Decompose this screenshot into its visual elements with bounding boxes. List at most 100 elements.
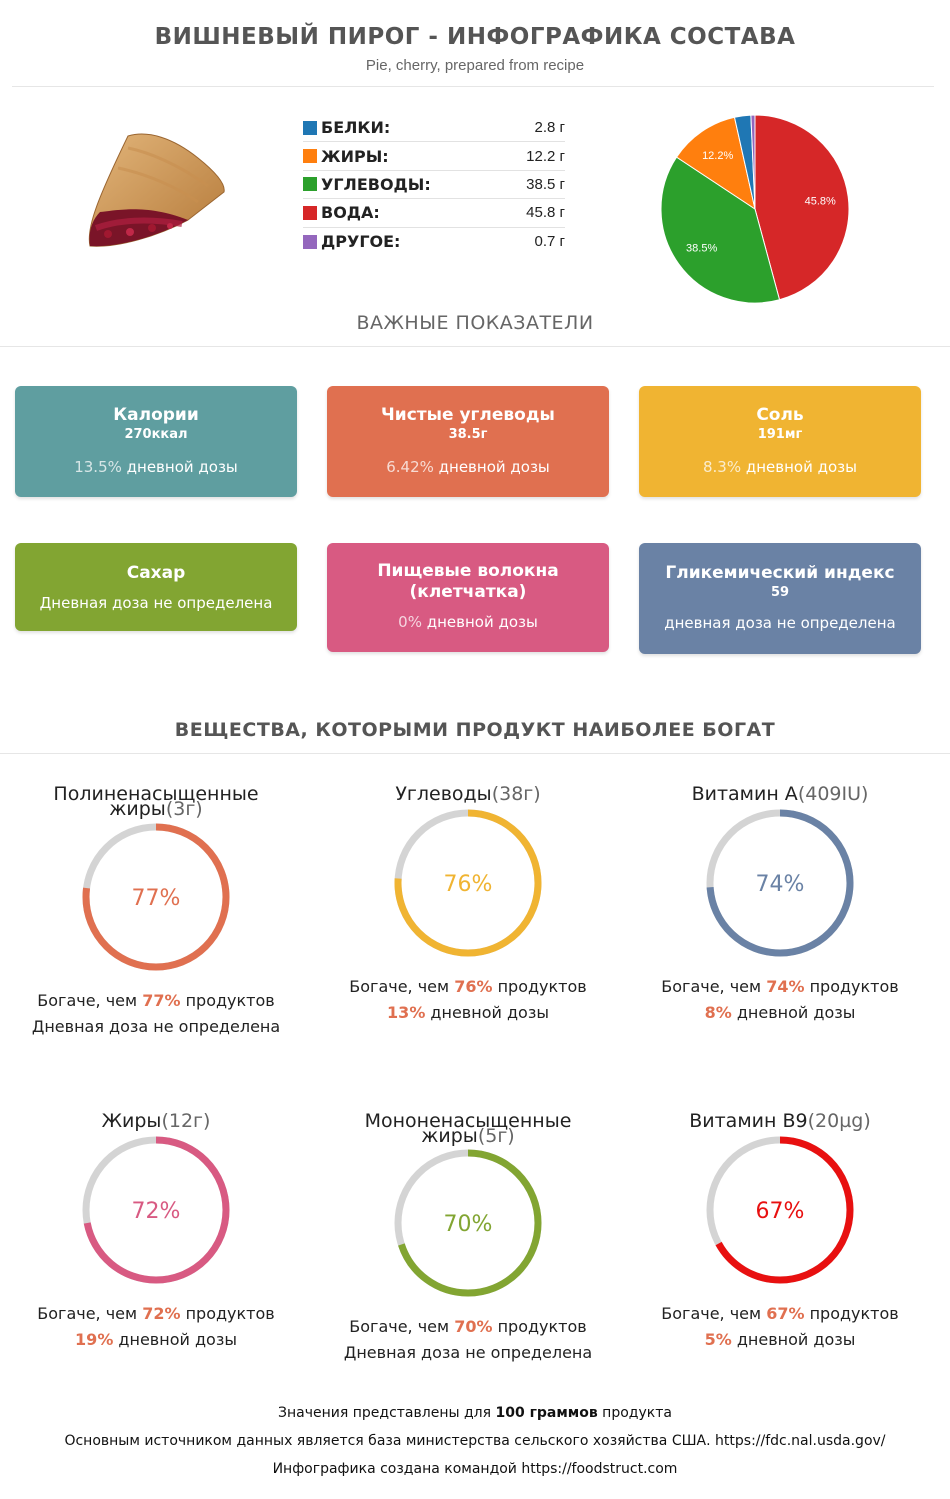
rich-item-amount: (20µg)	[807, 1110, 871, 1132]
key-card-title: Чистые углеводы	[381, 405, 555, 425]
richer-prefix: Богаче, чем	[661, 1304, 767, 1323]
rich-item-title: Углеводы(38г)	[318, 785, 618, 804]
richer-suffix: продуктов	[180, 1304, 275, 1323]
key-card-dose-pct: 6.42%	[386, 458, 434, 476]
key-card: Пищевые волокна (клетчатка) 0% дневной до…	[327, 543, 609, 652]
ring-progress	[82, 1136, 230, 1284]
rich-item-amount: (12г)	[161, 1110, 211, 1132]
key-card-dose: Дневная доза не определена	[15, 594, 297, 612]
dose-percent: 19%	[75, 1330, 114, 1349]
key-card-dose-text: дневной дозы	[741, 458, 857, 476]
rich-item-name: Углеводы	[395, 783, 492, 805]
rich-item-info: Богаче, чем 67% продуктов 5% дневной дозы	[630, 1301, 930, 1353]
macro-label-group: ЖИРЫ:	[303, 147, 389, 166]
ring-percent: 67%	[756, 1199, 805, 1224]
rich-item-heading: Мононенасыщенные жиры(5г)	[353, 1112, 583, 1146]
rich-item-richer-line: Богаче, чем 76% продуктов	[318, 974, 618, 1000]
composition-pie-chart: 45.8% 38.5% 12.2%	[660, 114, 850, 304]
ring-percent: 76%	[444, 872, 493, 897]
pie-slice	[675, 116, 756, 211]
footer-note-bold: 100 граммов	[495, 1405, 598, 1421]
rich-item-info: Богаче, чем 76% продуктов 13% дневной доз…	[318, 974, 618, 1026]
legend-swatch	[303, 205, 317, 220]
richer-suffix: продуктов	[492, 1317, 587, 1336]
dose-text: дневной дозы	[113, 1330, 237, 1349]
rich-item-dose-line: 8% дневной дозы	[630, 1000, 930, 1026]
rich-item-dose-line: Дневная доза не определена	[6, 1014, 306, 1040]
rich-item-richer-line: Богаче, чем 70% продуктов	[318, 1314, 618, 1340]
richer-prefix: Богаче, чем	[661, 977, 767, 996]
rich-item-dose-line: Дневная доза не определена	[318, 1340, 618, 1366]
key-card-title: Пищевые волокна (клетчатка)	[377, 561, 559, 602]
rich-item-ring: 74%	[706, 809, 854, 957]
legend-swatch	[303, 149, 317, 164]
rich-item-name: Витамин B9	[689, 1110, 808, 1132]
macro-value: 0.7 г	[534, 233, 566, 251]
ring-percent: 74%	[756, 872, 805, 897]
macro-label: ВОДА:	[321, 203, 380, 223]
rich-item-title: Жиры(12г)	[6, 1112, 306, 1131]
rich-item-richer-line: Богаче, чем 77% продуктов	[6, 988, 306, 1014]
rich-item-info: Богаче, чем 74% продуктов 8% дневной дозы	[630, 974, 930, 1026]
pie-slice	[750, 114, 756, 210]
legend-swatch	[303, 234, 317, 249]
footer-note-post: продукта	[597, 1405, 672, 1421]
rich-item-ring: 70%	[394, 1149, 542, 1297]
macro-label: БЕЛКИ:	[321, 118, 391, 138]
legend-swatch	[303, 120, 317, 135]
macro-value: 45.8 г	[526, 204, 565, 222]
key-card-value: 270ккал	[124, 427, 188, 442]
footer-source[interactable]: Основным источником данных является база…	[64, 1433, 886, 1449]
dose-text: Дневная доза не определена	[343, 1343, 593, 1362]
rich-item-ring: 76%	[394, 809, 542, 957]
macro-table: БЕЛКИ: 2.8 г ЖИРЫ: 12.2 г УГЛЕВОДЫ: 38.5 г ВОД…	[303, 114, 565, 256]
key-card: Сахар Дневная доза не определена	[15, 543, 297, 631]
dose-text: Дневная доза не определена	[31, 1017, 281, 1036]
key-card-title: Калории	[113, 405, 199, 425]
footer-credit[interactable]: Инфографика создана командой https://foo…	[272, 1461, 678, 1477]
rich-item-ring: 67%	[706, 1136, 854, 1284]
rich-item-info: Богаче, чем 70% продуктов Дневная доза не…	[318, 1314, 618, 1366]
richer-percent: 72%	[142, 1304, 181, 1323]
rich-item-heading: Витамин B9(20µg)	[630, 1112, 930, 1131]
richer-suffix: продуктов	[180, 991, 275, 1010]
richer-prefix: Богаче, чем	[349, 977, 455, 996]
rich-item-heading: Полиненасыщенные жиры(3г)	[41, 785, 271, 819]
key-card-value: 191мг	[757, 427, 803, 442]
rich-item-amount: (409IU)	[797, 783, 869, 805]
rich-item-title: Витамин A(409IU)	[630, 785, 930, 804]
key-card: Чистые углеводы 38.5г 6.42% дневной дозы	[327, 386, 609, 497]
ring-progress	[394, 1149, 542, 1297]
key-card-value: 38.5г	[448, 427, 488, 442]
dose-text: дневной дозы	[731, 1003, 856, 1022]
richer-suffix: продуктов	[804, 977, 899, 996]
macro-row: БЕЛКИ: 2.8 г	[303, 114, 566, 143]
cherry-pie-image	[88, 133, 225, 247]
richer-percent: 74%	[766, 977, 805, 996]
key-card-dose-text: дневная доза не определена	[664, 614, 896, 632]
rich-item-info: Богаче, чем 72% продуктов 19% дневной доз…	[6, 1301, 306, 1353]
rich-item-title: Полиненасыщенные жиры(3г)	[6, 785, 306, 819]
ring-progress	[706, 809, 854, 957]
pie-slice-label: 38.5%	[686, 243, 717, 255]
key-card-dose-pct: 13.5%	[74, 458, 122, 476]
rich-item-title: Витамин B9(20µg)	[630, 1112, 930, 1131]
rich-divider	[0, 753, 950, 754]
key-card-title: Сахар	[126, 563, 186, 583]
macro-label-group: УГЛЕВОДЫ:	[303, 175, 431, 194]
pie-slice	[660, 156, 781, 304]
dose-text: дневной дозы	[425, 1003, 549, 1022]
key-card: Гликемический индекс 59 дневная доза не оп…	[639, 543, 921, 654]
key-card-dose: 6.42% дневной дозы	[327, 458, 609, 476]
key-card-dose: 8.3% дневной дозы	[639, 458, 921, 476]
richer-prefix: Богаче, чем	[37, 1304, 143, 1323]
rich-nutrients-title: ВЕЩЕСТВА, КОТОРЫМИ ПРОДУКТ НАИБОЛЕЕ БОГА…	[174, 719, 776, 741]
ring-percent: 72%	[132, 1199, 181, 1224]
dose-percent: 13%	[387, 1003, 426, 1022]
macro-value: 2.8 г	[534, 119, 566, 137]
rich-item-name: Мононенасыщенные жиры	[364, 1110, 572, 1147]
macro-row: УГЛЕВОДЫ: 38.5 г	[303, 171, 565, 200]
rich-item-name: Витамин A	[691, 783, 798, 805]
rich-item-name: Полиненасыщенные жиры	[53, 783, 259, 820]
richer-prefix: Богаче, чем	[349, 1317, 455, 1336]
